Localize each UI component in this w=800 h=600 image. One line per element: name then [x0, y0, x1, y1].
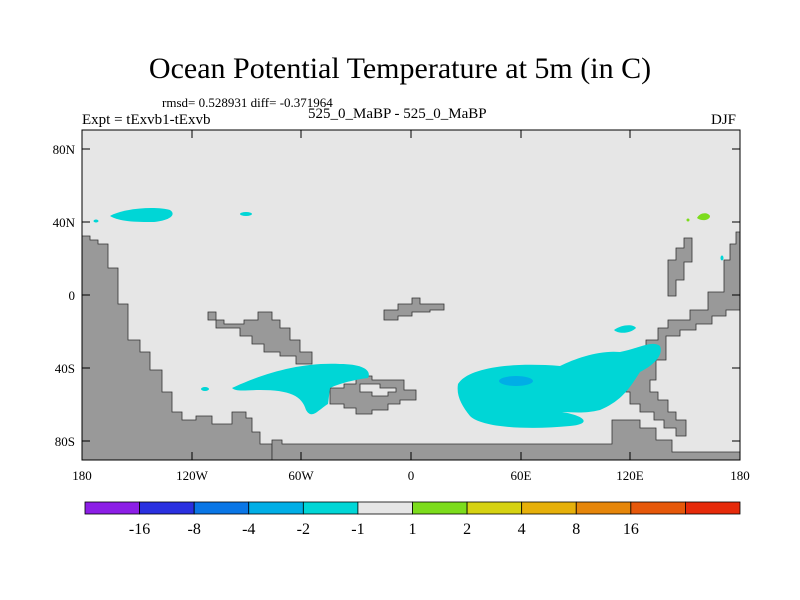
colorbar-label: -4: [242, 521, 255, 538]
colorbar-swatch: [248, 501, 304, 515]
lat-label-80n: 80N: [53, 142, 76, 157]
colorbar-swatch: [630, 501, 686, 515]
temperature-anomaly-contours: [93, 208, 724, 428]
colorbar-label: 8: [572, 521, 580, 538]
lat-label-0: 0: [69, 288, 76, 303]
longitude-labels: 180 120W 60W 0 60E 120E 180: [72, 468, 750, 483]
land-asia-east: [667, 237, 693, 297]
colorbar-swatch: [466, 501, 523, 515]
lat-label-40s: 40S: [55, 361, 75, 376]
colorbar-swatch: [302, 501, 359, 515]
colorbar-label: 16: [623, 521, 639, 538]
lon-label-180-west: 180: [72, 468, 92, 483]
rmsd-diff-label: rmsd= 0.528931 diff= -0.371964: [162, 95, 333, 110]
ocean-background: [82, 130, 740, 460]
land-americas: [81, 235, 273, 461]
season-label: DJF: [711, 112, 737, 128]
colorbar-swatch: [685, 501, 741, 515]
land-europe-africa: [207, 311, 313, 365]
contour-south-atlantic: [232, 363, 369, 415]
lon-label-120e: 120E: [616, 468, 644, 483]
land-island-central: [383, 297, 445, 321]
contour-small-pacific: [720, 255, 724, 261]
axis-ticks: [81, 130, 741, 460]
case-label: 525_0_MaBP - 525_0_MaBP: [308, 106, 487, 122]
land-mask: [81, 231, 741, 461]
contour-small-north-1: [240, 212, 252, 216]
map-title: Ocean Potential Temperature at 5m (in C): [148, 52, 652, 85]
lon-label-120w: 120W: [176, 468, 209, 483]
colorbar-swatch: [412, 501, 468, 515]
contour-small-south-1: [201, 387, 209, 391]
colorbar-swatch: [575, 501, 632, 515]
colorbar-label: 2: [463, 521, 471, 538]
lon-label-180-east: 180: [730, 468, 750, 483]
colorbar: -16 -8 -4 -2 -1 1 2 4 8 16: [84, 501, 741, 538]
colorbar-swatch: [139, 501, 195, 515]
colorbar-swatch: [193, 501, 250, 515]
contour-north-atlantic: [110, 208, 173, 222]
contour-south-indian: [457, 343, 661, 428]
colorbar-swatch: [521, 501, 577, 515]
latitude-labels: 80N 40N 0 40S 80S: [53, 142, 76, 449]
colorbar-label: 4: [518, 521, 526, 538]
lat-label-40n: 40N: [53, 215, 76, 230]
lon-label-0: 0: [408, 468, 415, 483]
colorbar-label: -1: [351, 521, 364, 538]
colorbar-label: -8: [188, 521, 201, 538]
colorbar-swatch: [357, 501, 413, 515]
contour-core-indian: [499, 376, 533, 386]
contour-south-pacific-west: [614, 325, 636, 333]
colorbar-swatch: [84, 501, 140, 515]
land-east-edge: [625, 231, 741, 437]
colorbar-label: -2: [297, 521, 310, 538]
contour-small-north-2: [93, 219, 99, 223]
colorbar-label: 1: [409, 521, 417, 538]
contour-positive-pacific: [697, 213, 710, 221]
lat-label-80s: 80S: [55, 434, 75, 449]
contour-positive-small: [686, 218, 690, 222]
lon-label-60e: 60E: [511, 468, 532, 483]
colorbar-label: -16: [129, 521, 150, 538]
experiment-label: Expt = tExvb1-tExvb: [82, 112, 211, 128]
lon-label-60w: 60W: [288, 468, 314, 483]
